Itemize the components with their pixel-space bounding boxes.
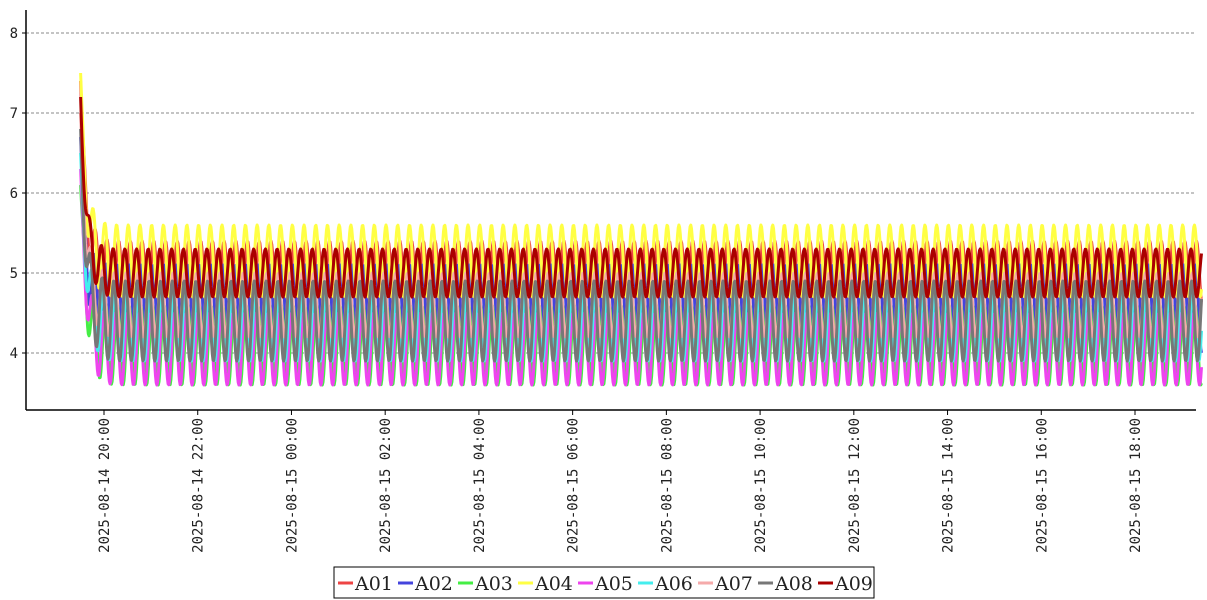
x-tick-label: 2025-08-15 10:00 [753, 418, 769, 553]
legend-label-a07: A07 [714, 573, 753, 595]
y-tick-label: 7 [10, 106, 18, 122]
x-tick-label: 2025-08-15 16:00 [1034, 418, 1050, 553]
y-ticks: 4 5 6 7 8 [10, 26, 26, 362]
legend-label-a08: A08 [774, 573, 813, 595]
legend-label-a05: A05 [594, 573, 633, 595]
x-tick-label: 2025-08-15 18:00 [1128, 418, 1144, 553]
y-tick-label: 4 [10, 346, 18, 362]
legend-label-a03: A03 [474, 573, 513, 595]
series-layer [79, 72, 1203, 387]
x-tick-label: 2025-08-14 20:00 [97, 418, 113, 553]
x-tick-label: 2025-08-15 00:00 [284, 418, 300, 553]
x-tick-label: 2025-08-14 22:00 [191, 418, 207, 553]
x-tick-label: 2025-08-15 06:00 [566, 418, 582, 553]
x-ticks: 2025-08-14 20:00 2025-08-14 22:00 2025-08-… [97, 410, 1144, 553]
x-tick-label: 2025-08-15 08:00 [659, 418, 675, 553]
y-tick-label: 8 [10, 26, 18, 42]
y-tick-label: 6 [10, 186, 18, 202]
x-tick-label: 2025-08-15 14:00 [941, 418, 957, 553]
x-tick-label: 2025-08-15 02:00 [378, 418, 394, 553]
y-tick-label: 5 [10, 266, 18, 282]
axes [25, 10, 1196, 411]
legend-label-a02: A02 [414, 573, 453, 595]
x-tick-label: 2025-08-15 04:00 [472, 418, 488, 553]
legend-label-a01: A01 [354, 573, 393, 595]
series-line-a09 [79, 96, 1203, 299]
series-line-a08 [79, 128, 1203, 363]
legend-label-a06: A06 [654, 573, 693, 595]
legend-label-a09: A09 [834, 573, 873, 595]
legend-box [333, 566, 875, 599]
legend-label-a04: A04 [534, 573, 573, 595]
legend: A01 A02 A03 A04 A05 A06 A07 A08 A09 [333, 566, 875, 599]
x-tick-label: 2025-08-15 12:00 [847, 418, 863, 553]
